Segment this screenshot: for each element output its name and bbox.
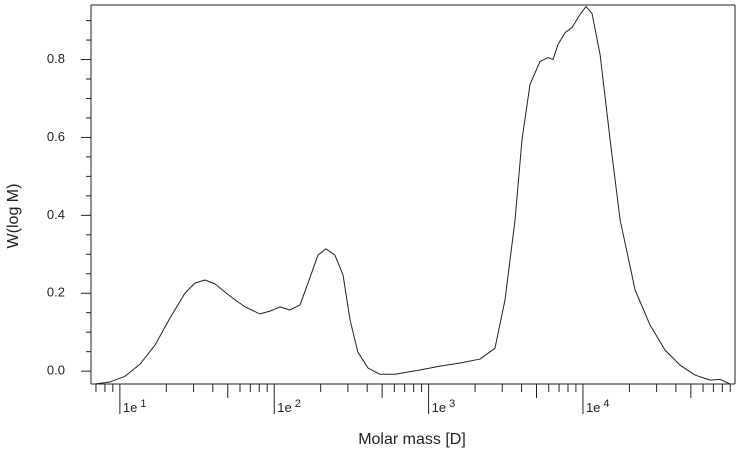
x-tick-exponent: 1 xyxy=(140,398,146,410)
y-tick-label: 0.4 xyxy=(47,207,65,222)
y-tick-label: 0.2 xyxy=(47,285,65,300)
y-tick-label: 0.6 xyxy=(47,129,65,144)
y-tick-label: 0.8 xyxy=(47,51,65,66)
x-tick-label: 1e 2 xyxy=(277,398,301,416)
x-tick-base: 1e xyxy=(586,400,600,415)
x-tick-base: 1e xyxy=(277,400,291,415)
x-tick-exponent: 2 xyxy=(295,398,301,410)
x-tick-base: 1e xyxy=(432,400,446,415)
x-axis-label: Molar mass [D] xyxy=(358,431,466,448)
x-tick-exponent: 3 xyxy=(449,398,455,410)
x-tick-label: 1e 3 xyxy=(432,398,456,416)
x-tick-exponent: 4 xyxy=(603,398,609,410)
x-tick-label: 1e 1 xyxy=(123,398,147,416)
y-tick-label: 0.0 xyxy=(47,363,65,378)
x-tick-label: 1e 4 xyxy=(586,398,610,416)
data-line xyxy=(94,6,731,385)
x-tick-base: 1e xyxy=(123,400,137,415)
y-axis-label: W(log M) xyxy=(5,184,22,249)
